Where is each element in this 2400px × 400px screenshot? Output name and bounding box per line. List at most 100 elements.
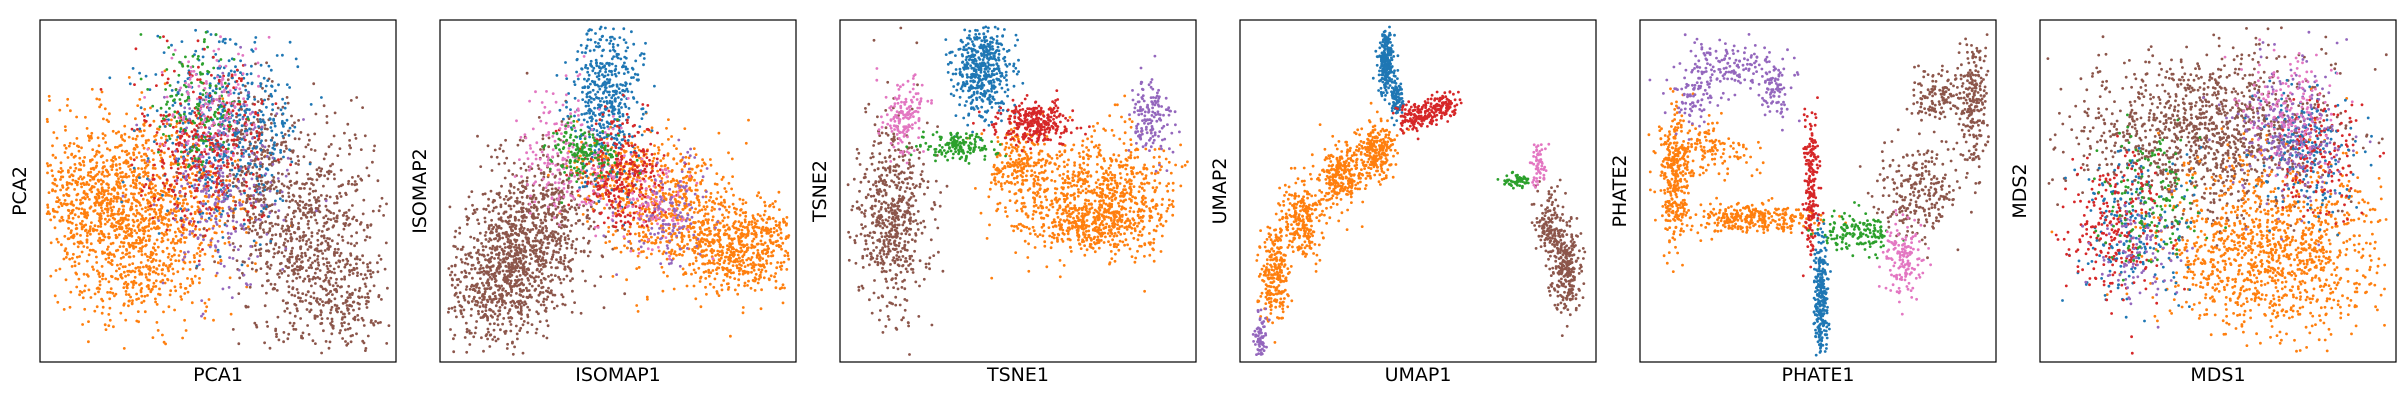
data-point: [276, 223, 280, 227]
data-point: [227, 240, 231, 244]
data-point: [586, 254, 590, 258]
data-point: [353, 288, 357, 292]
data-point: [547, 136, 551, 140]
data-point: [355, 257, 359, 261]
data-point: [243, 189, 246, 193]
data-point: [145, 255, 149, 258]
data-point: [192, 90, 195, 94]
data-point: [304, 202, 308, 206]
data-point: [211, 101, 214, 105]
data-point: [198, 208, 202, 212]
data-point: [365, 299, 369, 303]
data-point: [111, 165, 114, 169]
data-point: [206, 45, 210, 49]
data-point: [550, 214, 554, 218]
data-point: [264, 181, 268, 184]
data-point: [199, 80, 203, 84]
data-point: [231, 154, 235, 158]
data-point: [130, 202, 134, 205]
data-point: [132, 279, 136, 283]
data-point: [144, 252, 147, 256]
data-point: [210, 73, 213, 77]
data-point: [556, 266, 559, 270]
data-point: [330, 305, 334, 309]
data-point: [163, 216, 167, 220]
data-point: [186, 290, 190, 294]
data-point: [235, 220, 239, 224]
data-point: [111, 156, 115, 160]
data-point: [340, 235, 344, 239]
data-point: [138, 181, 142, 185]
data-point: [107, 232, 111, 236]
data-point: [254, 47, 258, 51]
data-point: [218, 120, 222, 124]
data-point: [346, 241, 350, 245]
data-point: [196, 236, 200, 240]
data-point: [100, 238, 103, 242]
data-point: [142, 175, 146, 178]
data-point: [110, 209, 114, 213]
data-point: [89, 242, 93, 246]
data-point: [297, 119, 300, 122]
data-point: [499, 328, 502, 332]
data-point: [447, 310, 450, 314]
data-point: [113, 229, 117, 233]
data-point: [188, 284, 192, 287]
data-point: [306, 324, 309, 327]
data-point: [81, 296, 85, 300]
data-point: [142, 146, 146, 150]
data-point: [468, 271, 471, 275]
data-point: [179, 285, 183, 289]
data-point: [101, 277, 104, 281]
data-point: [106, 147, 109, 151]
data-point: [266, 151, 270, 155]
data-point: [251, 137, 254, 140]
data-point: [481, 303, 485, 307]
data-point: [170, 89, 174, 92]
data-point: [242, 102, 246, 106]
data-point: [132, 196, 135, 199]
data-point: [336, 284, 340, 288]
data-point: [95, 255, 98, 259]
data-point: [75, 206, 78, 210]
data-point: [214, 84, 218, 88]
data-point: [142, 129, 146, 133]
data-point: [182, 112, 186, 116]
data-point: [188, 150, 192, 154]
data-point: [47, 191, 51, 195]
data-point: [107, 260, 110, 264]
data-point: [545, 189, 549, 193]
data-point: [268, 222, 272, 225]
data-point: [165, 39, 169, 43]
data-point: [360, 295, 364, 299]
data-point: [158, 259, 162, 263]
data-point: [351, 176, 354, 179]
data-point: [144, 275, 148, 279]
data-point: [122, 245, 125, 248]
data-point: [309, 215, 313, 219]
data-point: [306, 290, 310, 294]
data-point: [355, 96, 359, 99]
data-point: [174, 206, 178, 210]
data-point: [349, 263, 352, 267]
data-point: [105, 168, 108, 172]
data-point: [195, 174, 198, 177]
data-point: [194, 227, 197, 231]
data-point: [179, 249, 183, 253]
data-point: [72, 204, 75, 207]
data-point: [220, 200, 224, 204]
data-point: [256, 233, 259, 236]
data-point: [91, 177, 95, 181]
data-point: [66, 208, 70, 212]
data-point: [290, 255, 294, 259]
data-point: [377, 295, 381, 299]
data-point: [478, 296, 482, 300]
data-point: [95, 261, 99, 264]
data-point: [205, 212, 209, 215]
data-point: [571, 277, 574, 281]
data-point: [227, 286, 231, 289]
data-point: [208, 245, 212, 249]
data-point: [79, 222, 82, 225]
data-point: [225, 197, 229, 201]
data-point: [155, 267, 159, 271]
